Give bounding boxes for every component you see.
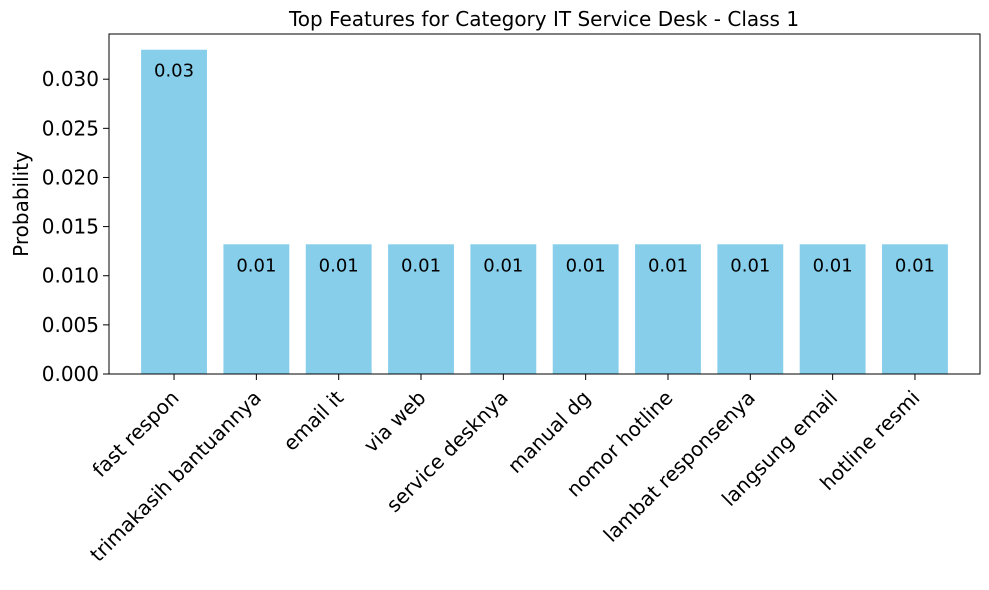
y-tick-label: 0.015 — [42, 215, 99, 239]
data-label: 0.01 — [236, 255, 276, 276]
y-tick-label: 0.000 — [42, 362, 99, 386]
x-tick-label: via web — [359, 386, 431, 458]
x-tick-label: trimakasih bantuannya — [85, 386, 266, 567]
plot-frame — [108, 33, 981, 375]
y-tick-label: 0.005 — [42, 313, 99, 337]
data-label: 0.01 — [401, 255, 441, 276]
plot-area: 0.03 0.01 0.01 0.01 0.01 0.01 0.01 0.01 0.01 0.01… — [42, 49, 948, 567]
bar — [470, 244, 537, 374]
chart-title: Top Features for Category IT Service Des… — [288, 7, 799, 31]
data-label: 0.01 — [648, 255, 688, 276]
bar — [882, 244, 948, 374]
y-tick-label: 0.030 — [42, 67, 99, 91]
data-label: 0.01 — [319, 255, 359, 276]
bar — [717, 244, 784, 374]
bar — [305, 244, 372, 374]
bar — [388, 244, 454, 374]
bar — [635, 244, 701, 374]
y-axis-label: Probability — [9, 151, 33, 257]
x-tick-label: email it — [278, 385, 348, 455]
bar — [141, 49, 207, 374]
data-label: 0.01 — [895, 255, 935, 276]
data-label: 0.01 — [483, 255, 523, 276]
data-label: 0.01 — [730, 255, 770, 276]
data-label: 0.01 — [813, 255, 853, 276]
y-tick-label: 0.010 — [42, 264, 99, 288]
y-tick-label: 0.020 — [42, 165, 99, 189]
data-label: 0.03 — [154, 61, 194, 82]
x-tick-label: lambat responsenya — [599, 386, 760, 547]
bar — [799, 244, 866, 374]
data-label: 0.01 — [566, 255, 606, 276]
y-tick-label: 0.025 — [42, 116, 99, 140]
bar — [552, 244, 619, 374]
bar — [223, 244, 290, 374]
